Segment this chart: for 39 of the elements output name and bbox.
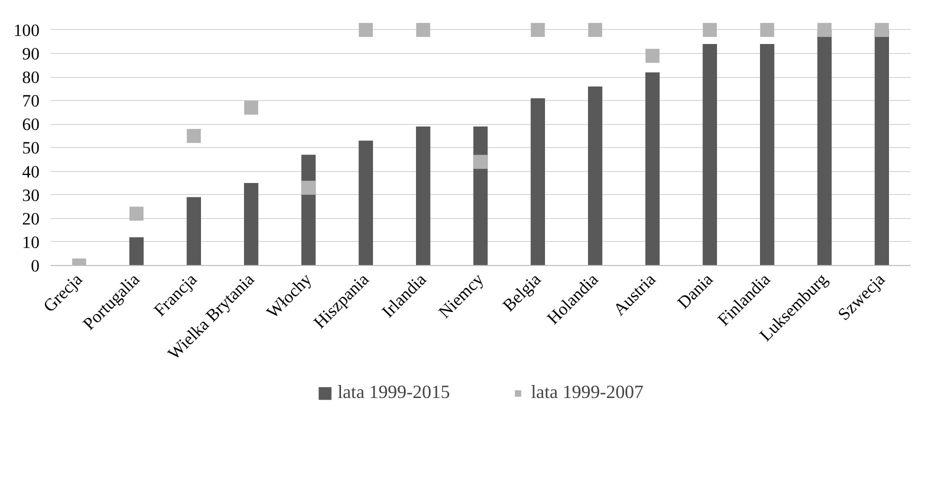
- point: [646, 48, 660, 63]
- point: [818, 22, 832, 37]
- point: [244, 100, 258, 115]
- point: [874, 22, 889, 37]
- y-tick-label: 80: [22, 68, 40, 88]
- bar: [530, 98, 545, 266]
- point: [760, 22, 774, 37]
- y-tick-label: 30: [22, 186, 40, 205]
- y-tick-label: 20: [22, 209, 40, 228]
- bar: [473, 126, 488, 266]
- point: [530, 22, 545, 37]
- bar: [358, 140, 373, 266]
- bar: [588, 86, 602, 266]
- point: [588, 22, 602, 37]
- y-tick-label: 50: [22, 138, 40, 158]
- bar: [645, 72, 660, 266]
- bar: [702, 44, 717, 266]
- point: [702, 22, 717, 37]
- y-tick-label: 100: [14, 20, 40, 40]
- point: [416, 22, 430, 37]
- point: [130, 206, 144, 221]
- bar: [129, 237, 144, 266]
- bar: [874, 30, 889, 266]
- bar: [416, 126, 430, 266]
- y-tick-label: 40: [22, 162, 40, 182]
- point: [302, 180, 316, 195]
- point: [474, 154, 488, 169]
- y-tick-label: 90: [22, 44, 40, 64]
- point: [358, 22, 373, 37]
- legend-label: lata 1999-2015: [338, 382, 450, 404]
- bar: [244, 183, 258, 266]
- y-tick-label: 0: [30, 256, 40, 276]
- bar: [760, 44, 774, 266]
- y-tick-label: 60: [22, 115, 40, 134]
- bar: [186, 197, 201, 266]
- point: [186, 128, 201, 143]
- y-tick-label: 10: [22, 232, 40, 252]
- y-tick-label: 70: [22, 92, 40, 111]
- legend-label: lata 1999-2007: [531, 382, 644, 404]
